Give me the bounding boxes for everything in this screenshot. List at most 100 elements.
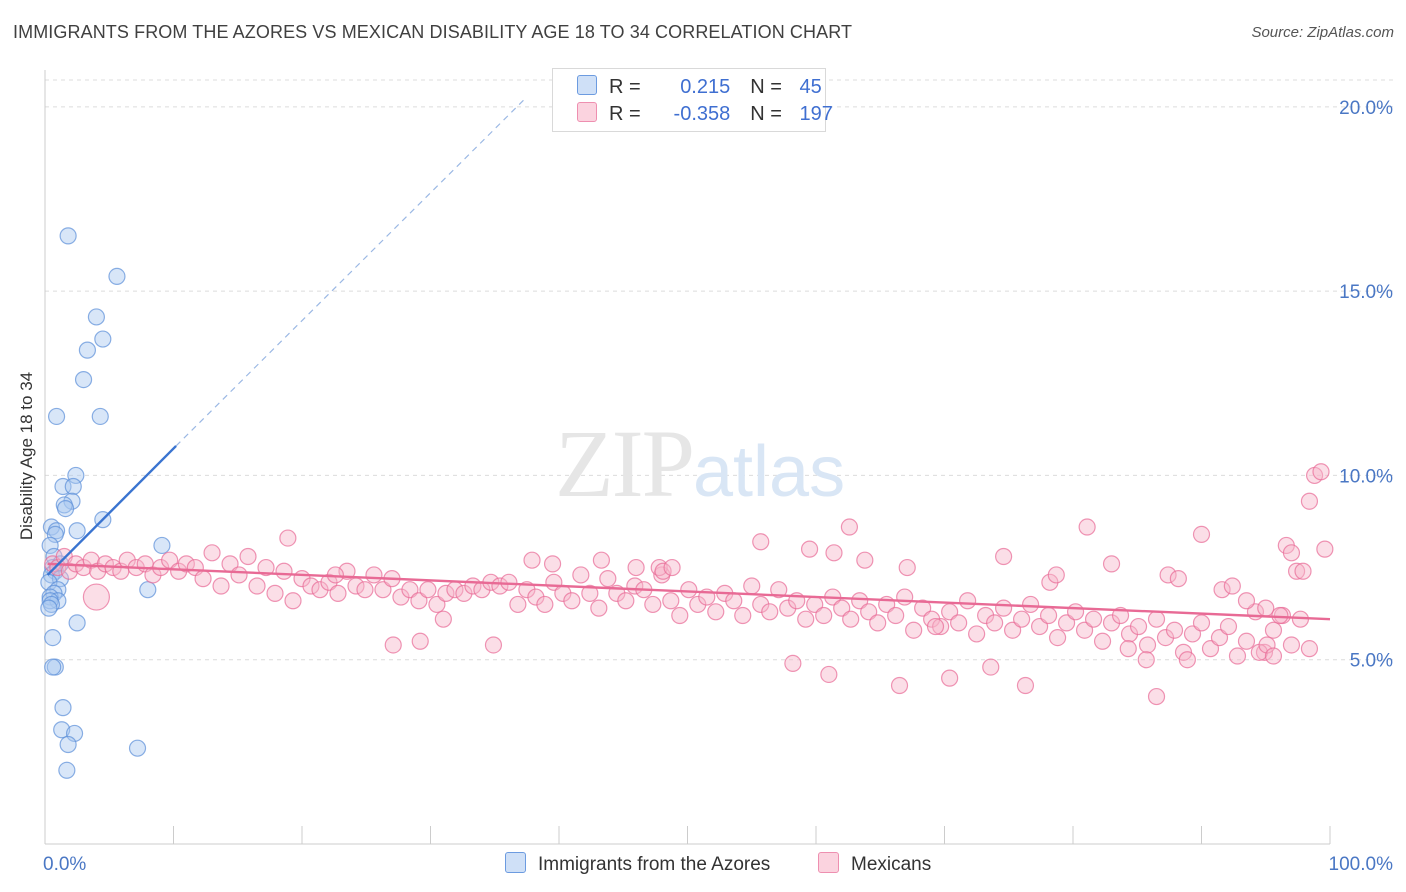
mexican-point [982,658,1000,676]
mexican-point [1192,525,1211,544]
mexican-point [266,584,284,602]
mexican-point [365,566,383,584]
mexican-point [1048,628,1067,647]
mexican-point [509,595,527,614]
y-tick-label: 15.0% [1339,282,1393,303]
mexican-point [491,577,509,595]
legend-swatch-azores [577,75,597,95]
mexican-point [177,555,195,573]
azores-point [44,628,62,647]
mexican-point [662,592,680,610]
mexican-point [1102,555,1121,573]
mexican-point [654,562,672,580]
chart-title: IMMIGRANTS FROM THE AZORES VS MEXICAN DI… [13,22,853,42]
mexican-point [1183,625,1202,643]
azores-point [94,330,112,348]
mexican-point [1316,540,1334,558]
mexican-point [500,573,518,591]
mexican-point [860,603,878,621]
mexican-point [1129,617,1148,636]
mexican-point [1192,614,1211,632]
mexican-point [536,595,554,614]
mexican-point [401,581,419,599]
azores-trend-line [46,445,177,576]
mexican-point [590,599,608,617]
watermark-zip: ZIP [555,410,695,517]
legend-swatch-mexicans [577,102,597,122]
legend-swatch-azores [505,852,526,873]
azores-point [56,500,75,518]
legend-item-azores: Immigrants from the Azores [505,852,770,876]
mexican-point [1004,621,1022,639]
mexican-point [248,577,266,595]
mexican-point [419,581,437,599]
legend-row-azores: R = 0.215 N = 45 [577,75,822,101]
mexican-point [384,636,402,654]
y-tick-label: 5.0% [1350,651,1393,672]
mexican-point [543,555,562,573]
mexican-point [374,581,392,599]
azores-point [53,721,71,739]
mexican-point [1294,562,1312,580]
azores-point [54,699,72,717]
mexican-point [1264,647,1283,665]
mexican-point [627,558,645,577]
mexican-point [239,547,257,566]
azores-trend-extension [175,99,525,447]
mexican-point [230,566,248,584]
mexican-point [890,676,909,695]
mexican-point [1066,603,1085,621]
mexican-point [203,544,221,562]
mexican-point [1169,570,1187,588]
mexican-point [1030,617,1049,636]
mexican-point [1264,621,1283,639]
mexican-point [1178,651,1196,669]
mexican-point [833,599,851,617]
mexican-point [815,606,833,625]
mexican-point [1078,518,1096,536]
mexican-point [680,581,698,599]
mexican-point [725,592,743,610]
mexican-point [410,592,428,610]
mexican-point [434,610,452,628]
mexican-point [284,592,302,610]
mexican-point [1282,636,1301,654]
mexican-point [968,625,986,643]
mexican-point [1237,592,1256,610]
x-tick-label: 0.0% [43,854,86,875]
mexican-point [212,577,230,595]
mexican-point [932,617,950,636]
mexican-point [770,581,788,599]
mexican-point [1201,640,1220,658]
mexican-point [995,547,1013,566]
mexican-point [523,551,541,569]
azores-point [68,522,86,540]
azores-point [67,466,85,485]
trend-lines [175,99,525,447]
legend-n-value: 45 [799,76,822,98]
azores-point [40,599,58,617]
mexican-point [820,665,838,684]
mexican-point [279,529,297,547]
mexican-point [484,636,503,654]
azores-point [64,477,82,496]
mexican-point [428,595,446,614]
legend-n-label: N = [750,103,782,125]
mexican-point [1016,676,1035,695]
source-label: Source: ZipAtlas.com [1251,24,1394,41]
mexican-point [840,518,859,536]
mexican-point [1047,566,1065,584]
mexican-point [950,614,968,632]
mexican-point [572,566,590,584]
mexican-point [995,599,1013,617]
mexican-point [986,614,1004,632]
mexican-point [1119,640,1137,658]
mexican-point [1165,621,1184,639]
azores-point [74,371,93,389]
legend-r-label: R = [609,76,641,98]
mexican-point [592,551,611,569]
mexican-point [825,544,843,562]
mexican-point [1075,621,1094,639]
azores-point [87,308,106,326]
